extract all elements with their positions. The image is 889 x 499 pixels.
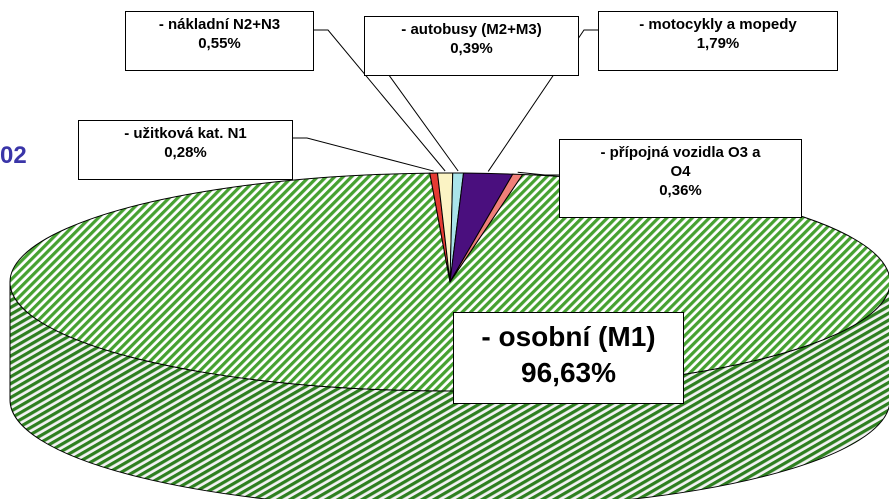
data-label-osobni-m1: - osobní (M1) 96,63% bbox=[453, 312, 684, 404]
data-label-value: 1,79% bbox=[696, 35, 740, 52]
data-label-value: 0,55% bbox=[198, 35, 241, 52]
data-label-name: - osobní (M1) bbox=[481, 321, 656, 352]
data-label-uzitkova-kat-n1: - užitková kat. N1 0,28% bbox=[78, 120, 293, 180]
data-label-name: - přípojná vozidla O3 a bbox=[600, 144, 761, 161]
data-label-value: 0,36% bbox=[659, 182, 702, 199]
data-label-name: - nákladní N2+N3 bbox=[158, 16, 281, 33]
data-label-name: - užitková kat. N1 bbox=[124, 125, 247, 142]
slice-pripojna-vozidla-o3-a-o4 bbox=[449, 173, 524, 283]
leader-line-pripojna-vozidla-o3-a-o4 bbox=[517, 171, 559, 176]
leader-line-autobusy-m2-m3 bbox=[364, 59, 459, 172]
chart-title-fragment: 02 bbox=[0, 142, 27, 169]
data-label-value: 96,63% bbox=[521, 357, 616, 388]
data-label-value: 0,39% bbox=[450, 40, 493, 57]
data-label-value: 0,28% bbox=[164, 144, 207, 161]
leader-line-uzitkova-kat-n1 bbox=[293, 137, 434, 172]
data-label-name: - autobusy (M2+M3) bbox=[401, 21, 542, 38]
leader-line-nakladni-n2-n3 bbox=[314, 29, 446, 172]
leader-line-motocykly-a-mopedy bbox=[487, 29, 598, 172]
data-label-motocykly-a-mopedy: - motocykly a mopedy 1,79% bbox=[598, 11, 838, 71]
data-label-name: - motocykly a mopedy bbox=[639, 16, 797, 33]
data-label-name: O4 bbox=[670, 163, 691, 180]
data-label-autobusy-m2-m3: - autobusy (M2+M3) 0,39% bbox=[364, 16, 579, 76]
data-label-nakladni-n2-n3: - nákladní N2+N3 0,55% bbox=[125, 11, 314, 71]
data-label-pripojna-vozidla-o3-a-o4: - přípojná vozidla O3 a O4 0,36% bbox=[559, 139, 802, 218]
